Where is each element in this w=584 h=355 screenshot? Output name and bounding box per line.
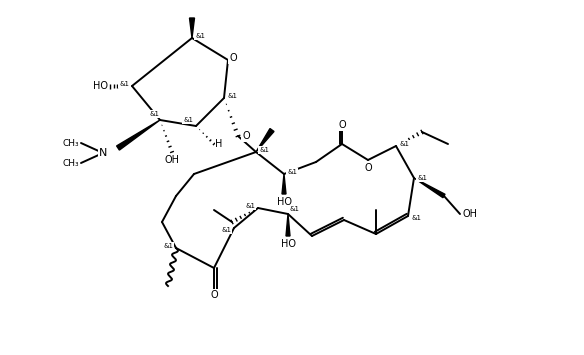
Text: &1: &1 [195,33,205,39]
Text: OH: OH [165,155,179,165]
Text: H: H [215,139,223,149]
Polygon shape [256,129,274,152]
Text: O: O [364,163,372,173]
Polygon shape [286,214,290,236]
Text: HO: HO [276,197,291,207]
Text: &1: &1 [417,175,427,181]
Text: &1: &1 [287,169,297,175]
Text: O: O [338,120,346,130]
Text: O: O [210,290,218,300]
Text: &1: &1 [163,243,173,249]
Text: CH₃: CH₃ [62,158,79,168]
Text: CH₃: CH₃ [62,138,79,147]
Polygon shape [117,120,160,150]
Text: &1: &1 [289,206,299,212]
Polygon shape [282,174,286,194]
Text: &1: &1 [183,117,193,123]
Text: &1: &1 [221,227,231,233]
Text: &1: &1 [119,81,129,87]
Text: O: O [229,53,237,63]
Text: &1: &1 [245,203,255,209]
Text: &1: &1 [399,141,409,147]
Text: &1: &1 [227,93,237,99]
Text: &1: &1 [259,147,269,153]
Text: OH: OH [463,209,478,219]
Text: HO: HO [280,239,296,249]
Text: &1: &1 [149,111,159,117]
Polygon shape [189,18,194,38]
Text: O: O [242,131,250,141]
Polygon shape [414,178,445,198]
Text: N: N [99,148,107,158]
Text: &1: &1 [411,215,421,221]
Text: HO: HO [93,81,108,91]
